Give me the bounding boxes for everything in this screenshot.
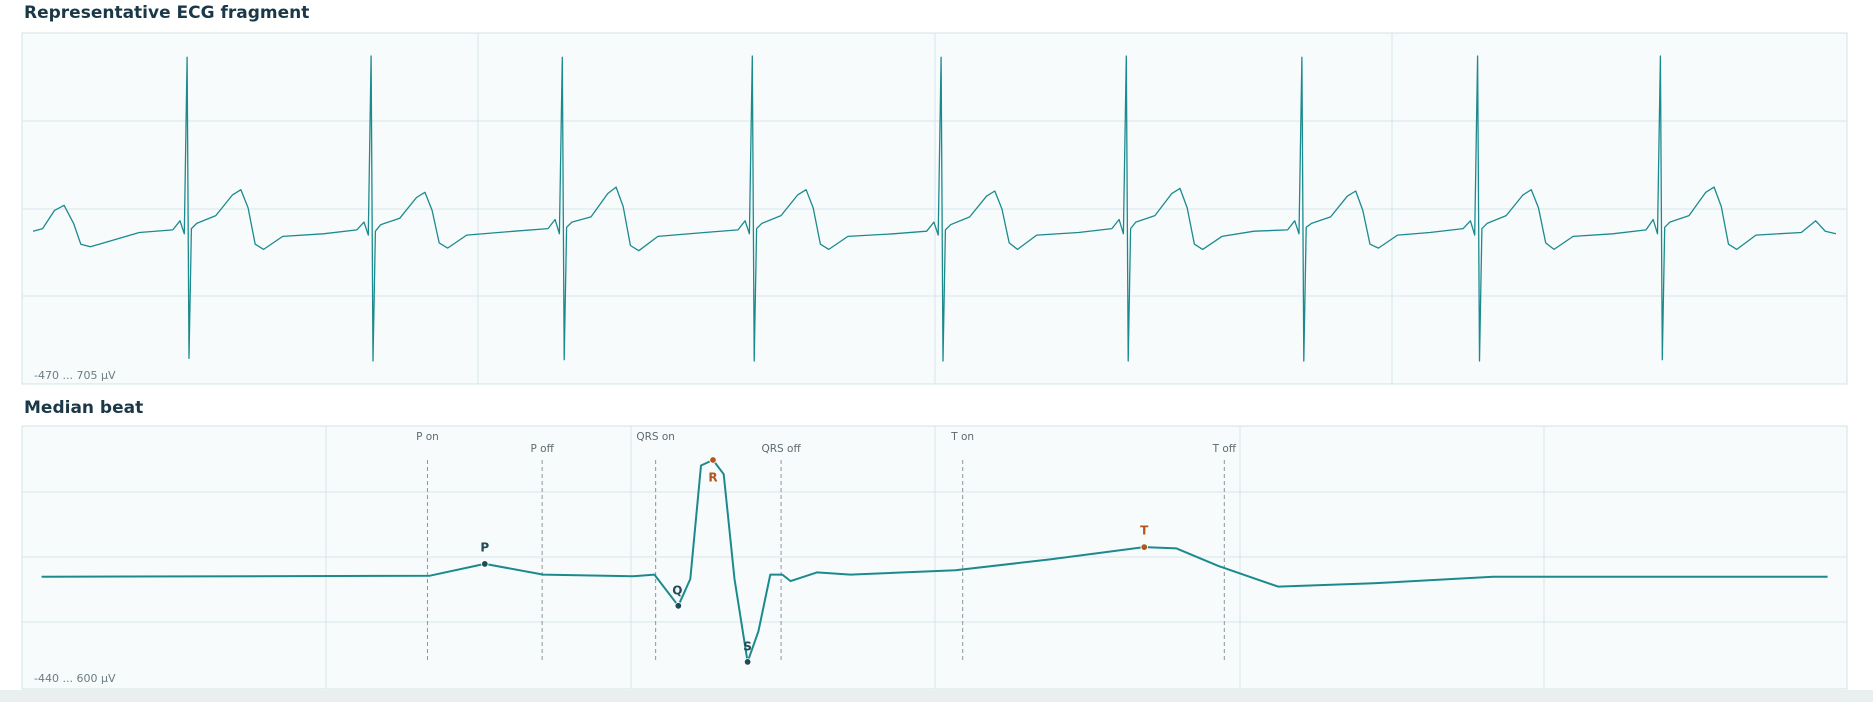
wave-label: Q: [672, 583, 682, 597]
ecg-trace: [41, 459, 1828, 663]
wave-point: [709, 456, 717, 464]
wave-point: [1140, 543, 1148, 551]
range-label: -470 ... 705 µV: [34, 369, 116, 382]
fiducial-label: QRS on: [636, 431, 675, 443]
fiducial-label: QRS off: [761, 443, 801, 455]
wave-point: [743, 658, 752, 666]
wave-point: [674, 602, 683, 610]
fiducial-label: T on: [950, 431, 974, 443]
fiducial-label: T off: [1212, 443, 1237, 455]
grid: [22, 33, 1847, 384]
grid: [22, 426, 1847, 689]
panel-title: Representative ECG fragment: [24, 3, 309, 23]
fiducial-label: P off: [530, 443, 554, 455]
wave-label: R: [708, 471, 717, 485]
range-label: -440 ... 600 µV: [34, 672, 116, 685]
footer-strip: [0, 690, 1873, 702]
ecg-trace: [32, 55, 1837, 362]
wave-label: S: [743, 639, 752, 653]
panel-title: Median beat: [24, 398, 143, 418]
fiducial-label: P on: [416, 431, 439, 443]
wave-label: T: [1140, 524, 1149, 538]
wave-point: [481, 560, 489, 568]
wave-label: P: [480, 540, 489, 554]
